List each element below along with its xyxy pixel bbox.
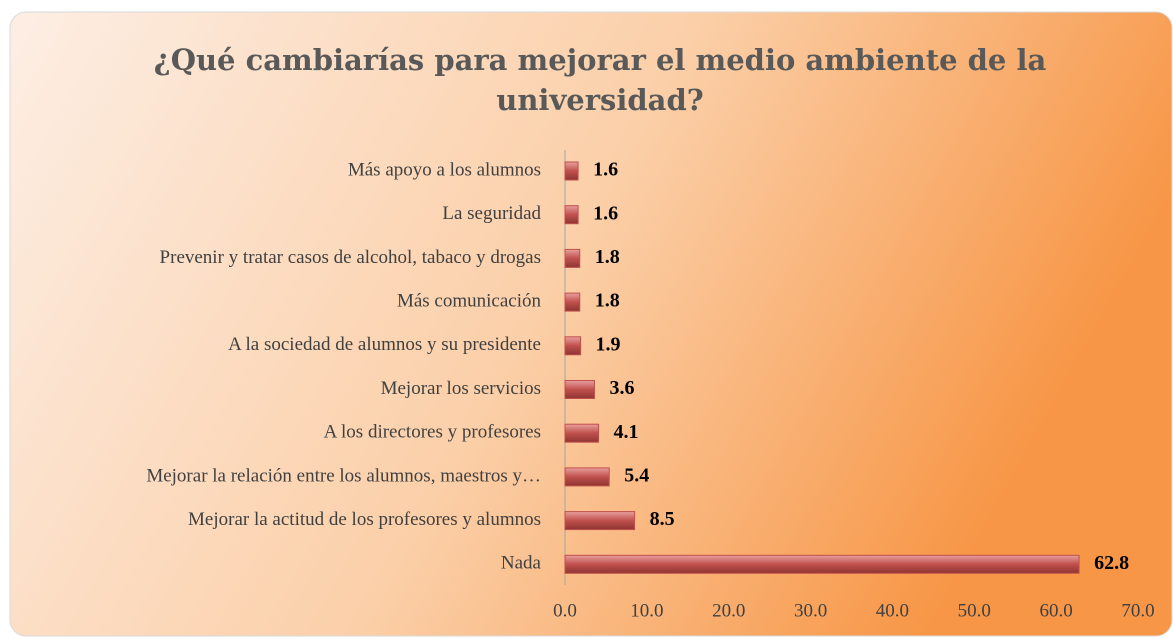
y-tick-label: Más comunicación	[397, 290, 542, 311]
bar	[564, 205, 579, 225]
data-label: 1.8	[595, 246, 620, 268]
chart-title: ¿Qué cambiarías para mejorar el medio am…	[153, 43, 1047, 117]
y-tick-label: Mejorar la relación entre los alumnos, m…	[146, 465, 541, 486]
bar	[564, 511, 636, 531]
background	[9, 11, 1173, 637]
data-label: 1.6	[593, 159, 618, 181]
data-label: 4.1	[614, 421, 639, 443]
x-tick-label: 10.0	[630, 600, 663, 621]
bar	[564, 380, 595, 399]
y-tick-label: Mejorar los servicios	[381, 378, 541, 399]
y-tick-label: La seguridad	[442, 203, 541, 224]
y-tick-label: Más apoyo a los alumnos	[348, 159, 541, 180]
bar	[564, 423, 600, 443]
data-label: 1.9	[596, 333, 621, 355]
bar	[564, 467, 610, 487]
bar	[564, 248, 581, 268]
x-tick-label: 40.0	[876, 600, 909, 621]
x-tick-label: 0.0	[553, 600, 577, 621]
bar	[564, 161, 579, 181]
y-tick-label: Prevenir y tratar casos de alcohol, taba…	[160, 247, 541, 268]
bar	[564, 292, 581, 312]
data-label: 1.6	[593, 202, 618, 224]
data-label: 62.8	[1094, 552, 1129, 574]
x-tick-label: 20.0	[712, 600, 745, 621]
x-tick-label: 60.0	[1040, 600, 1073, 621]
y-tick-label: Mejorar la actitud de los profesores y a…	[188, 509, 541, 530]
data-label: 3.6	[609, 377, 634, 399]
x-tick-label: 50.0	[958, 600, 991, 621]
data-label: 1.8	[595, 290, 620, 312]
x-tick-label: 30.0	[794, 600, 827, 621]
y-tick-label: A los directores y profesores	[324, 422, 541, 443]
bar	[564, 336, 582, 356]
data-label: 5.4	[624, 464, 649, 486]
y-tick-label: Nada	[501, 553, 542, 574]
y-tick-label: A la sociedad de alumnos y su presidente	[228, 334, 541, 355]
data-label: 8.5	[650, 508, 675, 530]
x-tick-label: 70.0	[1121, 600, 1154, 621]
bar	[564, 554, 1080, 574]
